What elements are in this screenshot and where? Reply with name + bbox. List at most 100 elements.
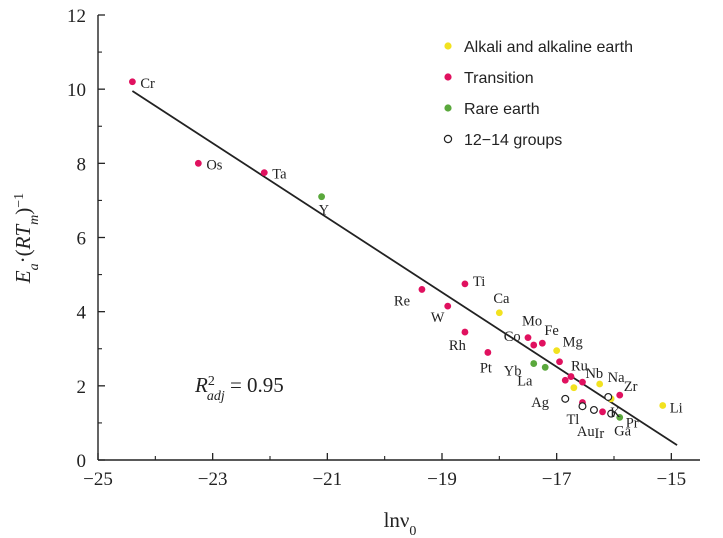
legend-label: 12−14 groups: [464, 132, 562, 149]
data-point: [524, 334, 532, 342]
point-label: Nb: [585, 366, 603, 382]
y-title-sep: ·(: [11, 249, 35, 263]
point-label: Ta: [272, 167, 287, 183]
point-label: W: [431, 310, 445, 326]
data-point: [607, 409, 616, 418]
point-label: Rh: [449, 338, 467, 354]
y-tick-label: 12: [67, 6, 86, 27]
legend-label: Rare earth: [464, 101, 540, 118]
data-point: [579, 378, 586, 386]
data-point: [604, 392, 613, 401]
legend: Alkali and alkaline earth Transition Rare …: [443, 39, 633, 149]
y-title-m: m: [27, 215, 42, 225]
r2-value: = 0.95: [225, 373, 284, 397]
y-tick-label: 6: [77, 229, 87, 250]
legend-label: Alkali and alkaline earth: [464, 39, 633, 56]
data-points: [129, 78, 667, 421]
data-point: [538, 339, 546, 347]
y-title-e: E: [11, 270, 35, 284]
data-point: [461, 280, 469, 288]
data-point: [616, 413, 624, 421]
legend-marker: [444, 104, 452, 112]
data-point: [530, 360, 538, 367]
legend-label: Transition: [464, 70, 534, 87]
point-label: La: [517, 373, 533, 389]
point-label: Na: [608, 370, 625, 386]
x-ticks: −25 −23 −21 −19 −17 −15: [83, 453, 686, 490]
y-tick-label: 8: [77, 154, 87, 175]
y-title-exp: −1: [12, 193, 27, 208]
data-point: [553, 347, 561, 355]
point-label: Mg: [563, 335, 583, 351]
y-tick-label: 0: [77, 451, 87, 472]
data-point: [596, 380, 604, 388]
point-label: Re: [394, 293, 410, 309]
y-title-a: a: [27, 263, 42, 270]
data-point: [461, 328, 469, 336]
legend-marker: [443, 134, 453, 144]
data-point: [659, 402, 667, 409]
data-point: [418, 286, 426, 293]
point-label: Co: [504, 329, 521, 345]
x-tick-label: −21: [312, 469, 342, 490]
data-point: [599, 408, 606, 416]
data-point: [530, 341, 538, 349]
x-axis-title-sub: 0: [409, 524, 416, 538]
y-ticks: 0 2 4 6 8 10 12: [67, 6, 105, 472]
x-axis-title-main: lnν: [384, 508, 410, 532]
point-label: Ga: [614, 424, 631, 440]
x-tick-label: −19: [427, 469, 457, 490]
y-tick-label: 10: [67, 80, 86, 101]
y-axis-title: Ea·(RTm)−1: [11, 193, 42, 284]
point-label: K: [610, 405, 621, 421]
point-label: Y: [319, 203, 330, 219]
point-label: Ti: [473, 274, 485, 290]
y-title-rt: RT: [11, 224, 35, 251]
point-label: Ru: [571, 359, 588, 375]
data-point: [556, 358, 563, 366]
point-label: Tl: [566, 412, 579, 428]
x-tick-label: −17: [542, 469, 572, 490]
data-point: [567, 373, 575, 380]
data-point: [194, 159, 202, 167]
point-label: Mo: [522, 314, 542, 330]
data-point: [484, 349, 492, 356]
x-tick-label: −25: [83, 469, 113, 490]
r2-letter: R: [194, 373, 208, 397]
r2-annotation: R2 adj = 0.95: [194, 373, 284, 404]
data-point: [129, 78, 136, 86]
point-label: Os: [206, 157, 222, 173]
r2-sub: adj: [207, 389, 225, 404]
data-point: [561, 394, 570, 403]
point-label: Ir: [595, 426, 605, 442]
point-label: Zr: [624, 379, 638, 395]
fit-line: [131, 90, 678, 446]
data-point: [541, 363, 549, 371]
x-axis-title: lnν0: [384, 508, 417, 538]
legend-marker: [444, 42, 452, 50]
x-tick-label: −23: [198, 469, 228, 490]
data-point: [495, 309, 503, 317]
data-point: [561, 376, 569, 384]
point-label: Fe: [544, 323, 559, 339]
point-label: Pr: [626, 415, 639, 431]
data-point: [616, 391, 624, 399]
data-point: [260, 169, 268, 177]
data-point: [318, 193, 325, 201]
y-tick-label: 2: [77, 377, 87, 398]
r2-sup: 2: [208, 374, 215, 389]
data-point: [444, 302, 452, 310]
point-label: Au: [577, 424, 595, 440]
point-label: Li: [670, 400, 683, 416]
point-label: Ag: [531, 395, 549, 411]
data-point: [589, 405, 598, 414]
x-tick-label: −15: [656, 469, 686, 490]
y-tick-label: 4: [77, 303, 87, 324]
point-label: Pt: [480, 360, 492, 376]
point-label: Cr: [140, 76, 155, 92]
data-point: [578, 402, 587, 411]
data-point: [570, 384, 578, 392]
point-label: Yb: [504, 364, 522, 380]
